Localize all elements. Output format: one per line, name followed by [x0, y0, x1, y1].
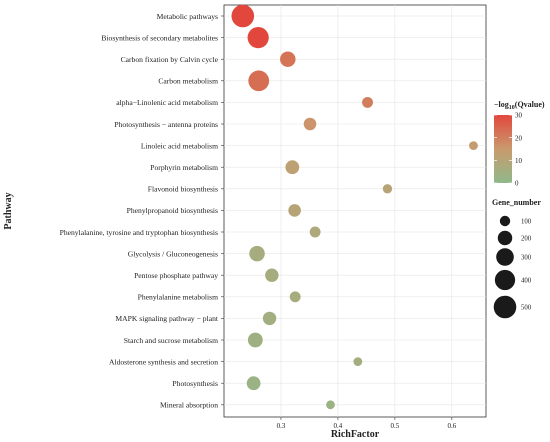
pathway-label: Linoleic acid metabolism — [141, 141, 218, 150]
bubble-layer — [231, 4, 478, 410]
color-legend-bar — [494, 115, 512, 183]
pathway-label: Pentose phosphate pathway — [134, 271, 218, 280]
pathway-label: Phenylalanine, tyrosine and tryptophan b… — [60, 228, 218, 237]
size-legend: Gene_number 100 200 300 400 500 — [492, 198, 541, 319]
y-axis-title: Pathway — [3, 192, 14, 229]
pathway-bubble — [247, 332, 263, 348]
pathway-bubble — [303, 117, 317, 131]
size-legend-title: Gene_number — [492, 198, 541, 207]
pathway-bubble — [288, 204, 301, 217]
pathway-bubble — [246, 376, 261, 391]
pathway-label: Flavonoid biosynthesis — [148, 185, 218, 194]
pathway-label: Photosynthesis — [172, 379, 218, 388]
pathway-labels: Metabolic pathways Biosynthesis of second… — [60, 12, 219, 410]
size-legend-bubble — [496, 248, 514, 266]
x-tick-label: 0.6 — [447, 422, 456, 430]
pathway-bubble — [353, 357, 363, 366]
pathway-label: Metabolic pathways — [157, 12, 218, 21]
x-tick-label: 0.5 — [390, 422, 399, 430]
pathway-label: Mineral absorption — [160, 401, 218, 410]
color-legend-title: −log10(Qvalue) — [494, 100, 545, 111]
pathway-label: alpha−Linolenic acid metabolism — [116, 98, 218, 107]
x-axis-ticks: 0.3 0.4 0.5 0.6 — [221, 15, 457, 430]
plot-panel — [223, 4, 487, 418]
pathway-label: Phenylpropanoid biosynthesis — [127, 206, 218, 215]
pathway-bubble — [285, 160, 300, 175]
pathway-bubble — [469, 141, 478, 150]
color-legend-title-subscript: 10 — [509, 105, 515, 111]
size-legend-bubble — [497, 230, 513, 246]
pathway-bubble — [262, 311, 277, 326]
color-legend-tick-label: 0 — [515, 180, 519, 188]
pathway-label: MAPK signaling pathway − plant — [115, 314, 218, 323]
pathway-bubble — [309, 226, 321, 238]
x-axis-title: RichFactor — [331, 429, 380, 440]
color-legend-title-suffix: (Qvalue) — [515, 100, 545, 109]
pathway-bubble — [248, 70, 270, 92]
size-legend-label: 300 — [521, 255, 532, 262]
pathway-bubble — [289, 291, 301, 303]
pathway-label: Porphyrin metabolism — [150, 163, 218, 172]
size-legend-bubble — [494, 269, 516, 291]
color-legend-title-prefix: −log — [494, 100, 509, 109]
size-legend-label: 100 — [521, 219, 532, 226]
pathway-label: Photosynthesis − antenna proteins — [114, 120, 218, 129]
color-legend-ticks: 30 20 10 0 — [494, 112, 523, 188]
pathway-label: Biosynthesis of secondary metabolites — [101, 33, 218, 42]
pathway-bubble — [265, 268, 279, 282]
color-legend-tick-label: 30 — [515, 112, 523, 120]
size-legend-label: 400 — [521, 278, 532, 285]
size-legend-label: 200 — [521, 236, 532, 243]
x-tick-label: 0.3 — [277, 422, 286, 430]
pathway-label: Glycolysis / Gluconeogenesis — [128, 249, 218, 258]
pathway-label: Starch and sucrose metabolism — [124, 336, 218, 345]
pathway-label: Carbon fixation by Calvin cycle — [121, 55, 219, 64]
pathway-bubble — [280, 51, 296, 67]
pathway-bubble — [247, 26, 269, 49]
color-legend-tick-label: 20 — [515, 134, 523, 142]
pathway-bubble — [362, 96, 373, 108]
size-legend-bubble — [493, 295, 517, 319]
pathway-bubble — [249, 245, 265, 262]
pathway-label: Aldosterone synthesis and secretion — [109, 357, 218, 366]
size-legend-label: 500 — [521, 305, 532, 312]
pathway-bubble — [382, 184, 393, 194]
pathway-bubble — [326, 400, 335, 410]
x-tick-label: 0.4 — [334, 422, 343, 430]
color-legend-tick-label: 10 — [515, 157, 523, 165]
pathway-bubble — [231, 4, 255, 28]
size-legend-bubble — [499, 215, 511, 227]
pathway-label: Carbon metabolism — [158, 77, 218, 86]
pathway-label: Phenylalanine metabolism — [138, 293, 218, 302]
size-legend-items: 100 200 300 400 500 — [493, 215, 532, 319]
